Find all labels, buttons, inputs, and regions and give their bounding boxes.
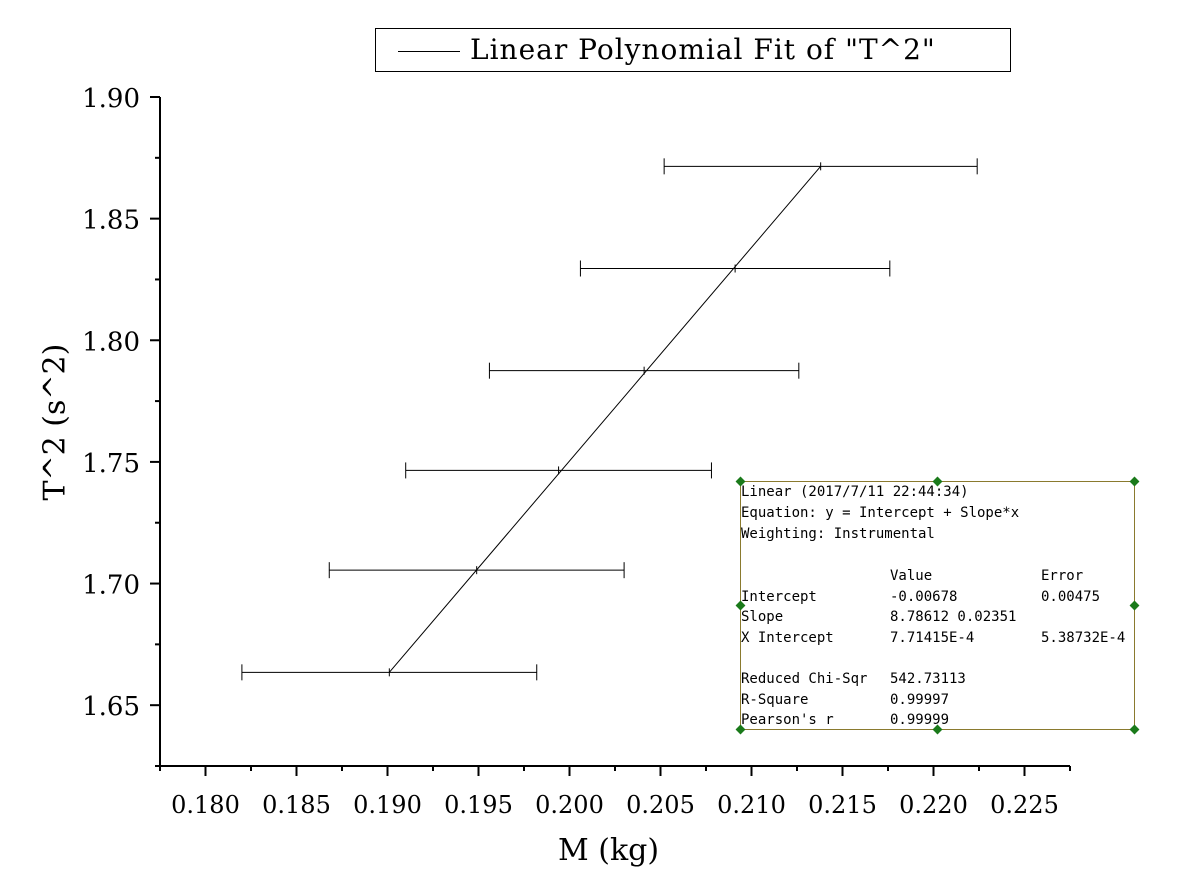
fit-equation: Equation: y = Intercept + Slope*x [741,505,1020,521]
x-tick-label: 0.180 [171,791,240,819]
fit-row-value: -0.00678 [890,589,958,605]
fit-row-label: X Intercept [741,630,834,646]
y-tick-label: 1.70 [82,571,140,601]
fit-row-label: Intercept [741,589,817,605]
x-axis-title: M (kg) [558,833,660,868]
x-tick-label: 0.200 [535,791,604,819]
x-tick-label: 0.215 [808,791,877,819]
fit-report-box[interactable]: Linear (2017/7/11 22:44:34) Equation: y … [735,476,1140,735]
fit-stat-value: 0.99999 [890,712,950,728]
x-tick-label: 0.210 [717,791,786,819]
legend[interactable]: Linear Polynomial Fit of "T^2" [375,28,1011,72]
fit-row-label: Slope [741,609,784,625]
fit-stat-label: Reduced Chi-Sqr [741,671,868,687]
x-tick-label: 0.205 [626,791,695,819]
fit-header-error: Error [1041,568,1084,584]
y-tick-label: 1.85 [82,206,140,236]
y-axis-title: T^2 (s^2) [37,343,73,501]
fit-row-value: 7.71415E-4 [890,630,975,646]
fit-weighting: Weighting: Instrumental [741,526,935,542]
fit-line [388,166,822,673]
legend-label: Linear Polynomial Fit of "T^2" [470,33,936,66]
fit-title: Linear (2017/7/11 22:44:34) [741,484,969,500]
y-tick-label: 1.90 [82,84,140,114]
fit-stat-value: 0.99997 [890,692,950,708]
x-tick-label: 0.220 [899,791,968,819]
y-tick-label: 1.75 [82,449,140,479]
x-tick-label: 0.190 [353,791,422,819]
fit-row-error: 5.38732E-4 [1041,630,1126,646]
y-tick-label: 1.65 [82,692,140,722]
fit-stat-label: R-Square [741,692,809,708]
fit-stat-label: Pearson's r [741,712,834,728]
x-tick-label: 0.195 [444,791,513,819]
fit-row-value: 8.78612 0.02351 [890,609,1017,625]
y-tick-label: 1.80 [82,327,140,357]
x-tick-label: 0.225 [990,791,1059,819]
fit-header-value: Value [890,568,933,584]
legend-line-swatch [398,51,460,52]
fit-stat-value: 542.73113 [890,671,966,687]
fit-row-error: 0.00475 [1041,589,1101,605]
x-tick-label: 0.185 [262,791,331,819]
